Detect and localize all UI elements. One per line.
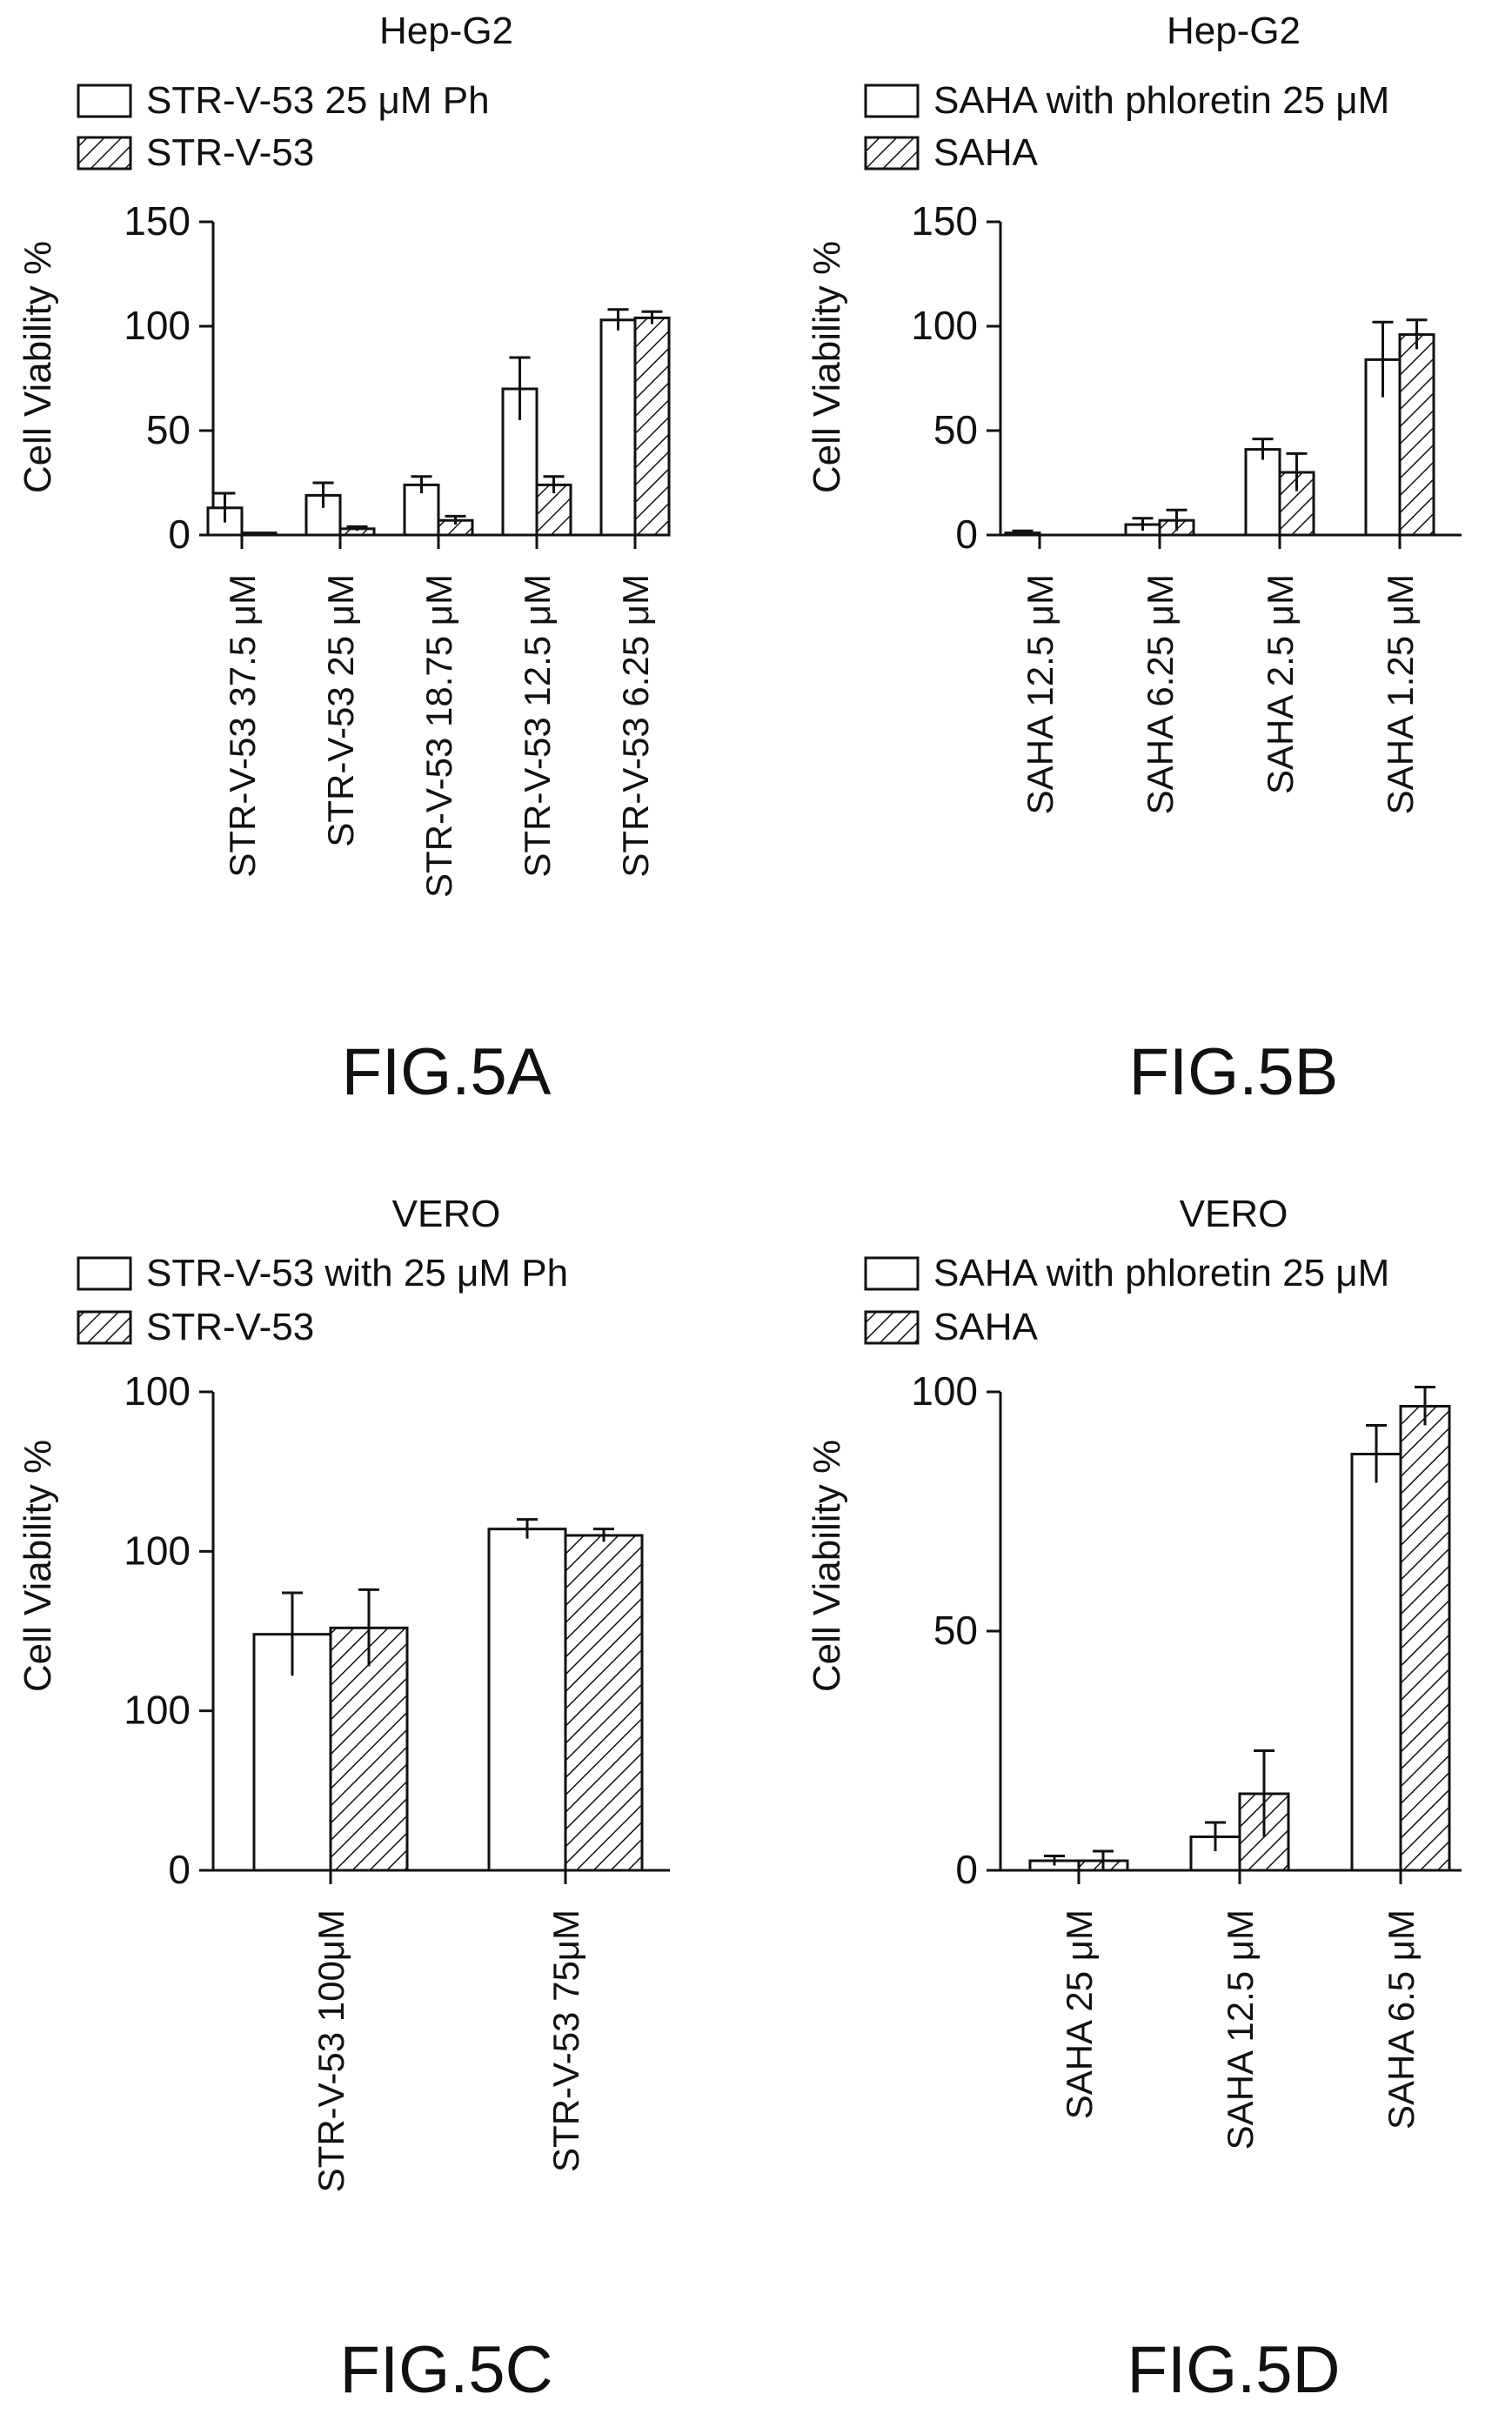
legend-swatch-open (864, 84, 920, 118)
legend-label-hatched: STR-V-53 (146, 1306, 314, 1348)
y-tick-label: 150 (124, 198, 191, 244)
x-tick-label: SAHA 6.5 μM (1381, 1909, 1422, 2130)
figure-caption: FIG.5B (1129, 1035, 1339, 1109)
y-tick-label: 100 (911, 1368, 978, 1414)
x-axis: STR-V-53 100μM STR-V-53 75μM (213, 1869, 670, 2192)
legend-swatch-hatched (77, 1310, 132, 1345)
bar-hatched (329, 1626, 409, 1872)
chart-title: VERO (392, 1193, 501, 1235)
legend-label-open: STR-V-53 25 μM Ph (146, 79, 490, 122)
y-tick-label: 0 (955, 1847, 978, 1892)
legend-swatch-hatched (77, 136, 132, 171)
y-tick-label: 100 (124, 1688, 191, 1733)
legend-label-open: SAHA with phloretin 25 μM (933, 1252, 1389, 1294)
y-axis-label: Cell Viability % (806, 1440, 848, 1692)
bars (1004, 318, 1435, 537)
panel-fig-5a: Hep-G2 STR-V-53 25 μM Ph STR-V-53 Cell V… (17, 10, 671, 1109)
y-axis: 0 50 100 150 (124, 198, 215, 557)
legend-swatch-hatched (864, 136, 920, 171)
x-tick-label: STR-V-53 75μM (545, 1909, 586, 2172)
chart-title: Hep-G2 (379, 10, 513, 52)
x-tick-label: STR-V-53 12.5 μM (517, 574, 558, 878)
x-tick-label: SAHA 25 μM (1059, 1909, 1100, 2119)
bars (206, 308, 671, 537)
legend-label-hatched: SAHA (933, 131, 1038, 174)
bar-hatched (1399, 1405, 1451, 1872)
legend-swatch-open (864, 1256, 920, 1291)
bar-open (487, 1528, 567, 1872)
x-axis: SAHA 25 μM SAHA 12.5 μM SAHA 6.5 μM (1000, 1869, 1462, 2150)
x-tick-label: STR-V-53 6.25 μM (615, 574, 656, 878)
y-tick-label: 100 (911, 303, 978, 348)
y-axis-label: Cell Viability % (17, 1440, 59, 1692)
y-axis: 0 100 100 100 (124, 1368, 215, 1892)
x-tick-label: STR-V-53 37.5 μM (222, 574, 263, 878)
x-tick-label: SAHA 6.25 μM (1140, 574, 1181, 814)
y-axis: 0 50 100 (911, 1368, 1002, 1892)
y-tick-label: 100 (124, 1368, 191, 1414)
bar-open (599, 318, 637, 537)
y-tick-label: 100 (124, 303, 191, 348)
y-tick-label: 50 (146, 407, 191, 452)
x-axis: STR-V-53 37.5 μM STR-V-53 25 μM STR-V-53 1… (213, 533, 670, 898)
bar-open (1350, 1453, 1402, 1872)
y-tick-label: 0 (168, 512, 191, 557)
figure-caption: FIG.5C (340, 2333, 553, 2407)
bar-open (1244, 448, 1281, 537)
legend-swatch-hatched (864, 1310, 920, 1345)
y-tick-label: 0 (168, 1847, 191, 1892)
y-axis-label: Cell Viability % (17, 241, 59, 493)
x-tick-label: STR-V-53 100μM (311, 1909, 351, 2192)
bar-open (304, 493, 342, 537)
legend-label-open: STR-V-53 with 25 μM Ph (146, 1252, 568, 1294)
y-tick-label: 150 (911, 198, 978, 244)
y-axis-label: Cell Viability % (806, 241, 848, 493)
panel-fig-5c: VERO STR-V-53 with 25 μM Ph STR-V-53 Cel… (17, 1193, 670, 2407)
figure-caption: FIG.5D (1127, 2333, 1341, 2407)
y-tick-label: 50 (933, 407, 978, 452)
legend-label-open: SAHA with phloretin 25 μM (933, 79, 1389, 122)
legend-swatch-open (77, 1256, 132, 1291)
x-tick-label: SAHA 1.25 μM (1380, 574, 1421, 814)
y-tick-label: 0 (955, 512, 978, 557)
figure-caption: FIG.5A (342, 1035, 552, 1109)
legend-label-hatched: STR-V-53 (146, 131, 314, 174)
bar-hatched (633, 316, 671, 537)
bar-hatched (564, 1534, 644, 1872)
x-tick-label: SAHA 12.5 μM (1020, 574, 1060, 814)
y-tick-label: 100 (124, 1528, 191, 1573)
chart-title: Hep-G2 (1167, 10, 1301, 52)
bar-hatched (1398, 333, 1435, 537)
x-tick-label: STR-V-53 18.75 μM (418, 574, 459, 898)
x-tick-label: STR-V-53 25 μM (320, 574, 361, 847)
panel-fig-5b: Hep-G2 SAHA with phloretin 25 μM SAHA Ce… (806, 10, 1462, 1109)
chart-title: VERO (1180, 1193, 1288, 1235)
y-axis: 0 50 100 150 (911, 198, 1002, 557)
x-axis: SAHA 12.5 μM SAHA 6.25 μM SAHA 2.5 μM SAHA … (1000, 533, 1462, 814)
panel-fig-5d: VERO SAHA with phloretin 25 μM SAHA Cell… (806, 1193, 1462, 2407)
y-tick-label: 50 (933, 1608, 978, 1653)
bars (1028, 1386, 1451, 1872)
x-tick-label: SAHA 12.5 μM (1220, 1909, 1261, 2150)
bars (252, 1518, 644, 1872)
legend-label-hatched: SAHA (933, 1306, 1038, 1348)
x-tick-label: SAHA 2.5 μM (1260, 574, 1301, 794)
legend-swatch-open (77, 84, 132, 118)
